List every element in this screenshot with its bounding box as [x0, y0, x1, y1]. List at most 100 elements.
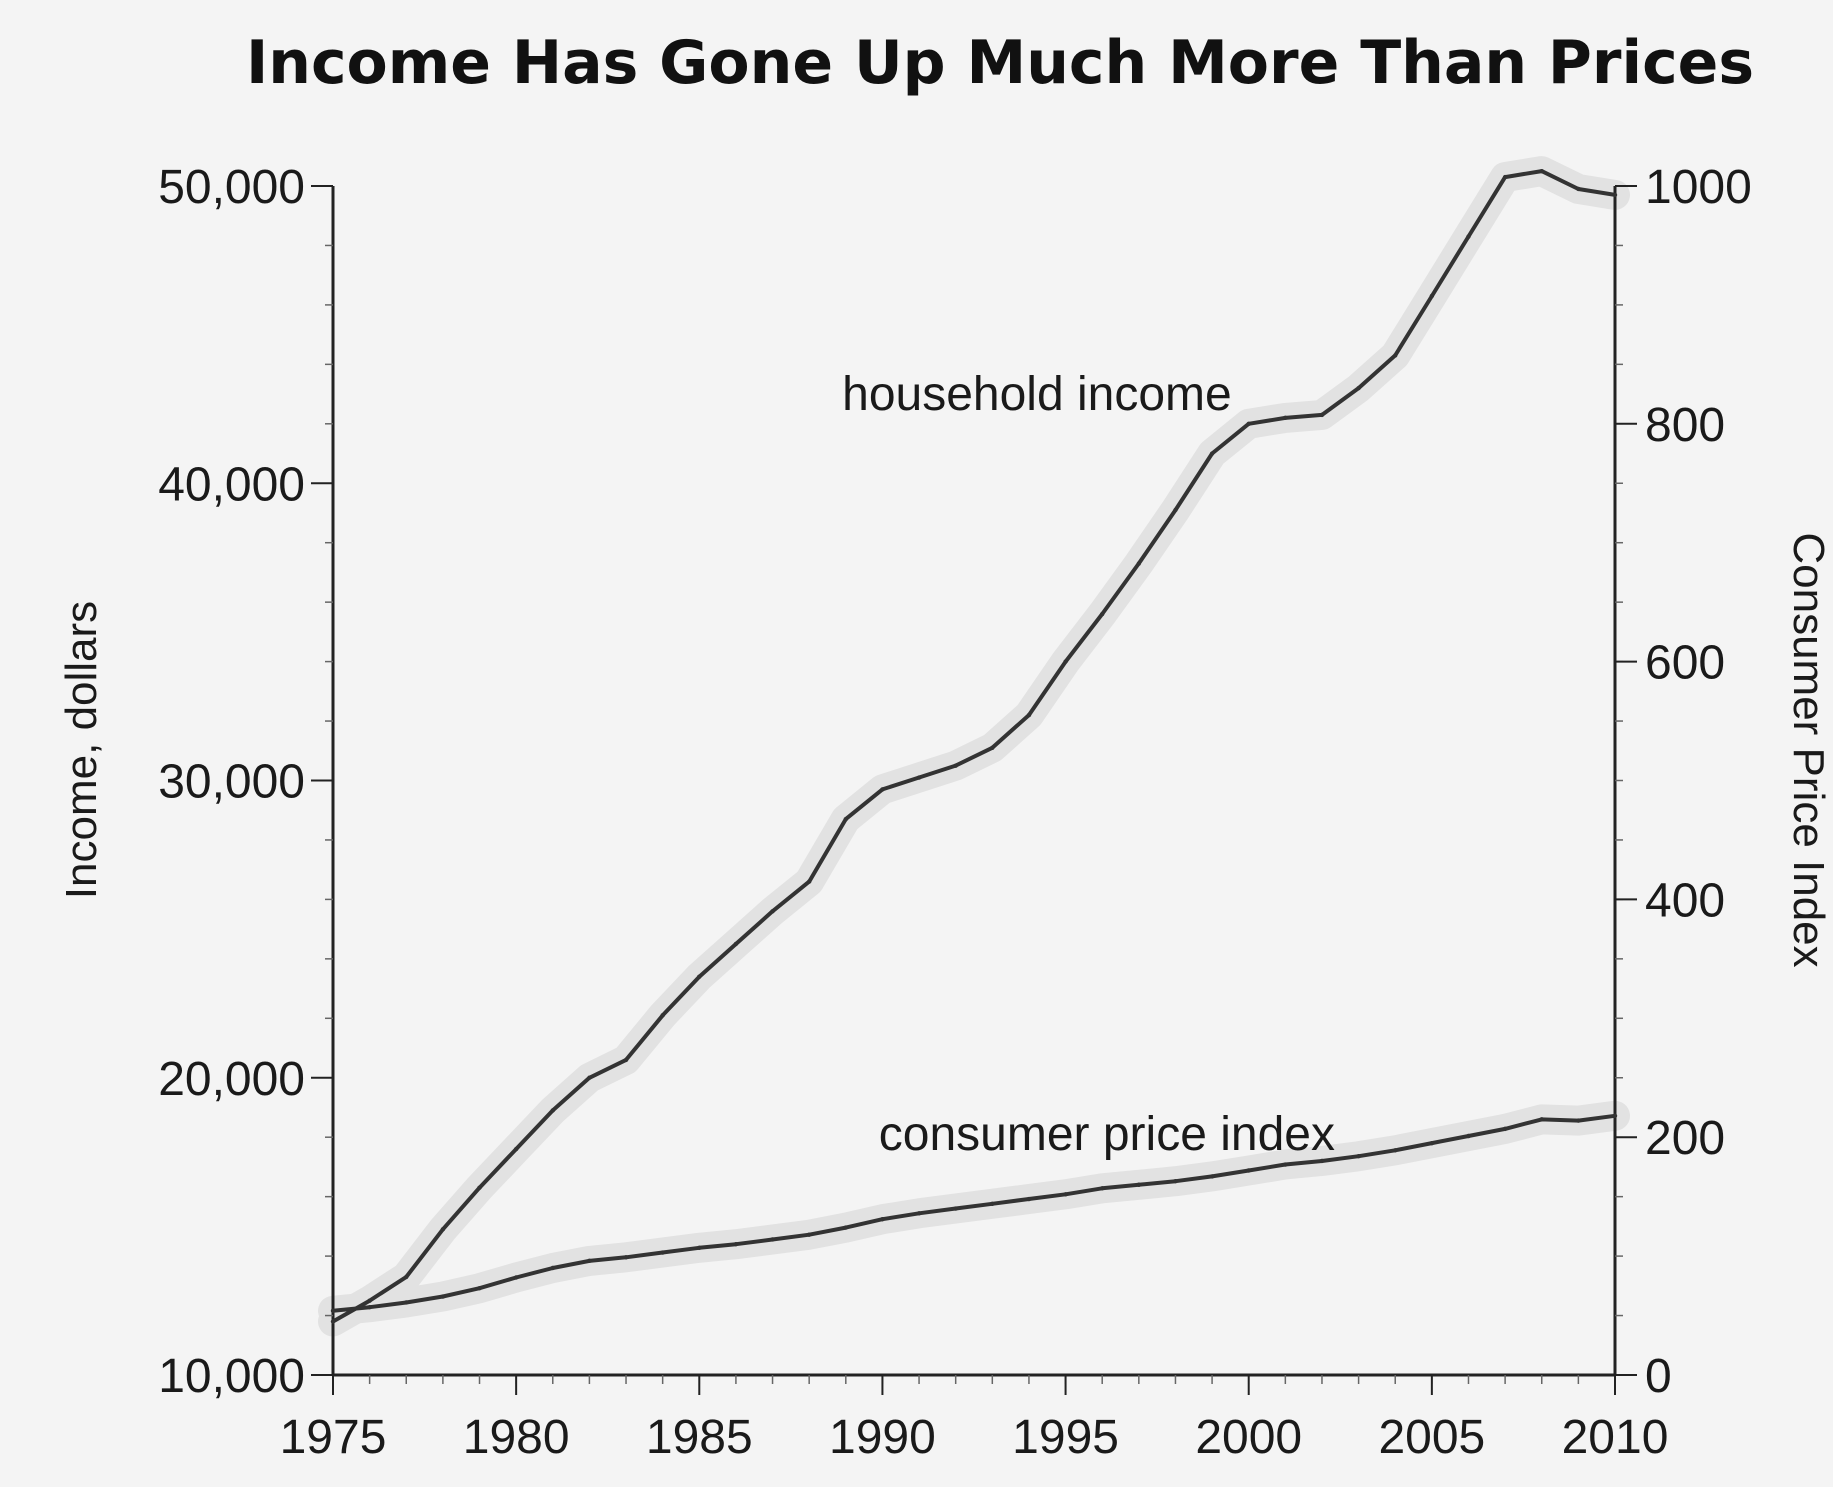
consumer-price-index-point [477, 1286, 482, 1291]
y-tick-label: 30,000 [158, 756, 305, 809]
series-lines [330, 168, 1618, 1324]
y2-tick-label: 1000 [1645, 161, 1752, 214]
household-income-line [331, 169, 1617, 1324]
household-income-point [513, 1146, 519, 1152]
household-income-point [880, 787, 885, 792]
consumer-price-index-point [1100, 1186, 1105, 1191]
y-tick-label: 50,000 [158, 161, 305, 214]
household-income-point [1356, 385, 1361, 391]
household-income-point [1393, 353, 1398, 358]
consumer-price-index-point [367, 1305, 372, 1310]
consumer-price-index-point [806, 1232, 812, 1237]
household-income-point [1209, 451, 1215, 456]
household-income-point [1319, 412, 1325, 418]
consumer-price-index-point [770, 1237, 775, 1242]
x-tick-label: 2000 [1195, 1411, 1302, 1464]
consumer-price-index-point [440, 1294, 446, 1299]
household-income-point [440, 1227, 446, 1232]
y2-axis-label: Consumer Price Index [1784, 532, 1833, 967]
consumer-price-index-point [1209, 1174, 1215, 1179]
household-income-point [1100, 611, 1105, 617]
consumer-price-index-point [1576, 1118, 1581, 1123]
household-income-point [1576, 186, 1581, 192]
household-income-point [733, 941, 739, 947]
household-income-point [990, 745, 995, 751]
household-income-point [1466, 234, 1471, 239]
consumer-price-index-line [331, 1113, 1617, 1313]
consumer-price-index-point [1283, 1162, 1288, 1167]
consumer-price-index-point [1136, 1182, 1142, 1187]
consumer-price-index-point [1246, 1168, 1251, 1173]
tick-labels: 10,000 20,000 30,000 40,000 50,000 0 200 400 600… [158, 161, 1752, 1464]
household-income-point [953, 763, 958, 768]
consumer-price-index-point [623, 1255, 629, 1260]
household-income-point [916, 775, 922, 780]
consumer-price-index-point [1429, 1140, 1435, 1146]
household-income-point [404, 1274, 409, 1280]
consumer-price-index-point [1612, 1113, 1618, 1118]
household-income-point [1136, 561, 1142, 566]
household-income-point [770, 909, 775, 914]
x-tick-label: 1975 [280, 1411, 387, 1464]
consumer-price-index-point [1393, 1148, 1398, 1153]
consumer-price-index-point [916, 1211, 922, 1216]
x-tick-label: 2005 [1378, 1411, 1485, 1464]
consumer-price-index-point [513, 1275, 519, 1280]
household-income-point [1026, 712, 1032, 718]
consumer-price-index-point [1356, 1154, 1361, 1159]
household-income-point [1502, 174, 1508, 180]
household-income-point [843, 816, 848, 822]
series-annotation: household income [842, 368, 1232, 421]
y-axis-label: Income, dollars [57, 601, 106, 899]
annotations: household income consumer price index [842, 368, 1335, 1161]
consumer-price-index-point [1026, 1196, 1032, 1202]
chart-title: Income Has Gone Up Much More Than Prices [246, 28, 1754, 98]
household-income-point [477, 1185, 482, 1190]
consumer-price-index-point [697, 1245, 702, 1250]
consumer-price-index-point [1319, 1158, 1325, 1164]
household-income-point [1612, 192, 1618, 198]
household-income-point [1246, 421, 1251, 426]
household-income-point [367, 1298, 372, 1303]
consumer-price-index-point [1539, 1117, 1544, 1122]
household-income-point [806, 879, 812, 884]
y2-tick-label: 600 [1645, 637, 1725, 690]
consumer-price-index-point [880, 1217, 885, 1222]
household-income-point [550, 1108, 555, 1113]
y-tick-label: 20,000 [158, 1053, 305, 1106]
consumer-price-index-point [990, 1201, 995, 1206]
consumer-price-index-point [843, 1225, 848, 1230]
y-tick-label: 40,000 [158, 458, 305, 511]
household-income-point [623, 1057, 629, 1063]
consumer-price-index-point [1063, 1192, 1068, 1197]
household-income-point [330, 1319, 336, 1324]
consumer-price-index-point [1173, 1178, 1178, 1184]
consumer-price-index-point [587, 1258, 592, 1264]
household-income-point [660, 1013, 665, 1018]
axes [311, 185, 1637, 1395]
consumer-price-index-point [330, 1308, 336, 1313]
household-income-point [587, 1075, 592, 1080]
series-annotation: consumer price index [879, 1108, 1335, 1161]
consumer-price-index-point [733, 1242, 739, 1247]
x-tick-label: 1995 [1012, 1411, 1119, 1464]
consumer-price-index-point [953, 1206, 958, 1211]
household-income-point [1429, 293, 1435, 299]
consumer-price-index-point [404, 1300, 409, 1305]
household-income-point [1539, 168, 1544, 174]
x-tick-label: 2010 [1562, 1411, 1669, 1464]
household-income-point [1173, 507, 1178, 513]
y2-tick-label: 800 [1645, 399, 1725, 452]
y2-tick-label: 200 [1645, 1112, 1725, 1165]
consumer-price-index-point [550, 1265, 555, 1271]
consumer-price-index-point [660, 1250, 665, 1255]
x-tick-label: 1985 [646, 1411, 753, 1464]
y2-tick-label: 400 [1645, 874, 1725, 927]
y2-tick-label: 0 [1645, 1350, 1672, 1403]
x-tick-label: 1980 [463, 1411, 570, 1464]
household-income-point [697, 974, 702, 979]
x-tick-label: 1990 [829, 1411, 936, 1464]
household-income-point [1063, 659, 1068, 664]
consumer-price-index-point [1466, 1133, 1471, 1139]
